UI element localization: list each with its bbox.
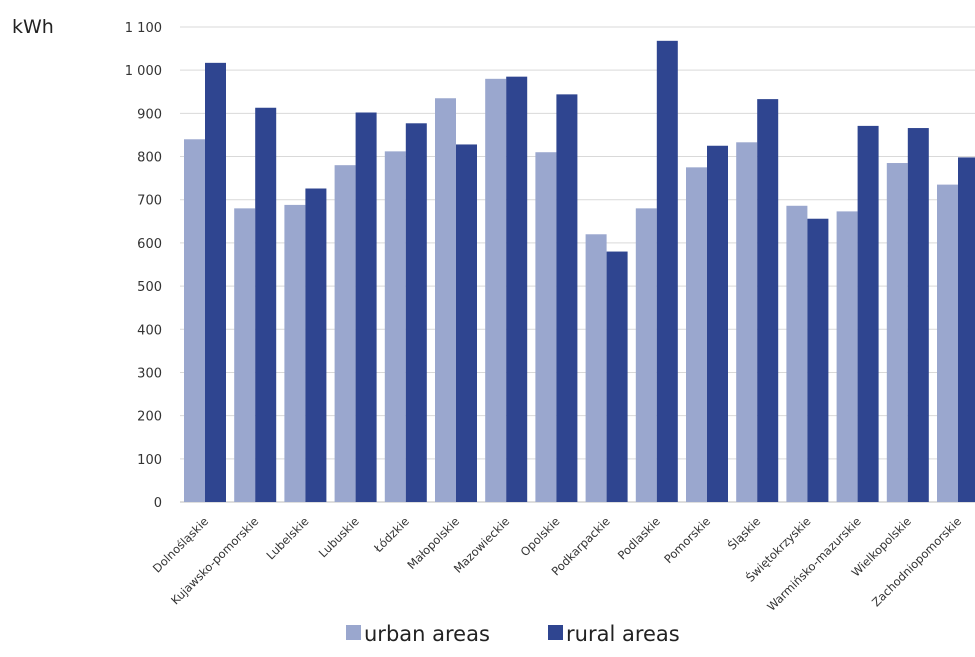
y-tick-label: 900	[137, 107, 162, 122]
y-tick-label: 1 100	[125, 21, 162, 36]
bar-urban	[234, 208, 256, 502]
y-tick-label: 0	[154, 496, 162, 511]
bar-rural	[305, 188, 327, 502]
x-category-label: Kujawsko-pomorskie	[168, 514, 261, 607]
bar-rural	[757, 99, 779, 502]
bar-urban	[937, 184, 958, 502]
bar-rural	[405, 123, 427, 502]
legend-label-rural: rural areas	[566, 622, 680, 646]
bar-rural	[656, 40, 678, 503]
x-category-label: Lubuskie	[316, 514, 362, 560]
bar-urban	[535, 152, 557, 502]
bar-urban	[786, 205, 808, 503]
y-tick-label: 700	[137, 194, 162, 209]
y-tick-label: 300	[137, 366, 162, 381]
x-category-label: Opolskie	[518, 514, 563, 559]
bar-urban	[184, 139, 205, 503]
legend-label-urban: urban areas	[364, 622, 490, 646]
bars	[184, 40, 975, 503]
bar-urban	[435, 98, 456, 502]
bar-rural	[355, 112, 377, 502]
bar-rural	[707, 145, 728, 502]
bar-urban	[585, 234, 607, 503]
y-tick-label: 200	[137, 410, 162, 425]
bar-urban	[384, 151, 406, 502]
y-tick-label: 1 000	[125, 64, 162, 79]
x-category-label: Pomorskie	[661, 514, 713, 566]
y-tick-label: 600	[137, 237, 162, 252]
y-axis-ticks: 0 100 200 300 400 500 600 700 800 900 1 000 1 100	[125, 21, 162, 511]
x-category-label: Warmińsko-mazurskie	[764, 514, 864, 614]
y-tick-label: 400	[137, 323, 162, 338]
bar-urban	[886, 163, 908, 503]
x-category-label: Śląskie	[724, 514, 763, 553]
bar-urban	[686, 167, 707, 502]
bar-urban	[334, 165, 356, 502]
bar-rural	[506, 76, 528, 502]
bar-urban	[485, 78, 507, 503]
bar-urban	[635, 208, 657, 502]
bar-rural	[857, 125, 879, 503]
bar-rural	[958, 157, 975, 502]
bar-rural	[205, 62, 226, 502]
x-category-label: Podlaskie	[615, 514, 663, 562]
x-category-label: Zachodniopomorskie	[869, 514, 964, 609]
y-tick-label: 500	[137, 280, 162, 295]
bar-urban	[736, 142, 758, 502]
x-category-label: Łódzkie	[370, 514, 412, 556]
bar-rural	[255, 107, 277, 502]
y-tick-label: 800	[137, 151, 162, 166]
legend: urban areas rural areas	[346, 622, 680, 646]
bar-urban	[284, 204, 306, 502]
bar-rural	[606, 251, 628, 502]
y-tick-label: 100	[137, 453, 162, 468]
x-category-label: Lubelskie	[263, 514, 311, 562]
bar-rural	[556, 94, 578, 502]
legend-swatch-urban	[346, 625, 361, 640]
y-axis-label: kWh	[12, 16, 54, 38]
bar-urban	[836, 211, 858, 503]
bar-rural	[456, 144, 477, 503]
bar-rural	[807, 218, 829, 502]
legend-swatch-rural	[548, 625, 563, 640]
bar-rural	[907, 128, 929, 502]
